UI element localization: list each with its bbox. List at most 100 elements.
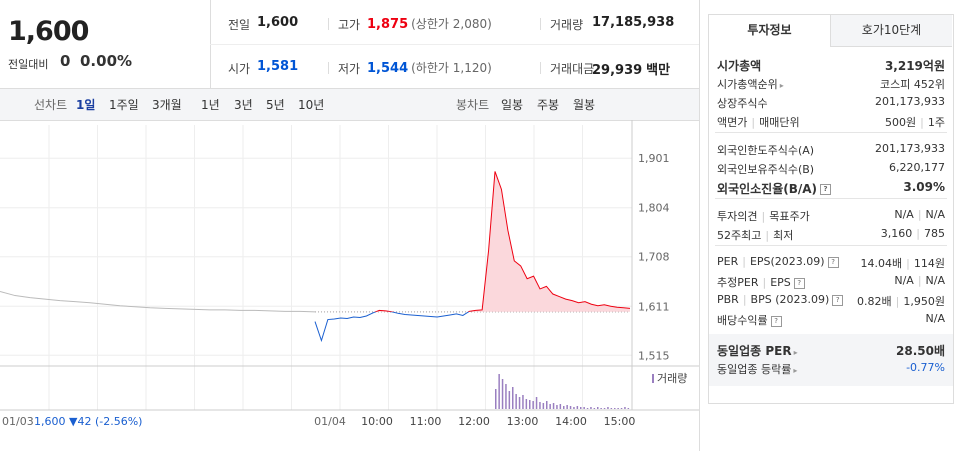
value: 28.50배	[896, 344, 945, 358]
value: 1,875	[367, 17, 409, 32]
value: 1주	[927, 116, 945, 129]
volume-bar	[597, 407, 599, 409]
period-tab[interactable]: 주봉	[537, 98, 560, 112]
summary-value: 1,544 (하한가 1,120)	[367, 59, 492, 76]
value: 201,173,933	[875, 142, 945, 155]
separator: |	[761, 210, 766, 223]
divider	[715, 245, 947, 246]
divider	[540, 18, 541, 30]
volume-bar	[522, 395, 524, 409]
row-value: 6,220,177	[889, 161, 945, 174]
label: 추정PER	[717, 276, 759, 289]
y-tick-label: 1,515	[638, 349, 670, 362]
help-icon: ?	[770, 315, 782, 327]
label: EPS	[770, 276, 791, 289]
divider	[210, 44, 699, 45]
volume-bar	[614, 408, 616, 409]
y-tick-label: 1,804	[638, 202, 670, 215]
volume-bar	[515, 394, 517, 409]
label: 매매단위	[759, 116, 800, 129]
period-tab[interactable]: 5년	[266, 98, 285, 112]
volume-bar	[563, 406, 565, 409]
period-tab[interactable]: 1년	[201, 98, 220, 112]
value: 3,160	[880, 227, 913, 240]
volume-bar	[607, 407, 609, 409]
y-tick-label: 1,611	[638, 300, 670, 313]
row-value: 28.50배	[896, 342, 945, 359]
summary-value: 1,581	[257, 59, 298, 74]
volume-bar	[580, 407, 582, 409]
price: 1,600	[8, 16, 89, 47]
y-tick-label: 1,708	[638, 251, 670, 264]
value: -0.77%	[906, 361, 945, 374]
help-icon: ?	[793, 277, 805, 289]
label: 상장주식수	[717, 97, 768, 110]
panel-tab[interactable]: 투자정보	[747, 23, 792, 37]
label: 목표주가	[769, 210, 810, 223]
x-label: 11:00	[410, 415, 442, 428]
label: EPS(2023.09)	[749, 255, 825, 268]
row-value: 14.04배 | 114원	[861, 255, 945, 271]
label: PBR	[717, 293, 739, 306]
label: 외국인한도주식수(A)	[717, 144, 815, 157]
summary-value: 29,939 백만	[592, 59, 670, 78]
y-tick-label: 1,901	[638, 152, 670, 165]
value: 17,185,938	[592, 15, 675, 30]
label: 외국인소진율(B/A)	[717, 182, 818, 196]
arrow-icon: ▸	[779, 81, 784, 90]
down-line	[314, 311, 470, 343]
period-tab[interactable]: 일봉	[501, 98, 524, 112]
value: 코스피 452위	[880, 78, 945, 91]
period-tab[interactable]: 3개월	[152, 98, 182, 112]
separator: |	[916, 227, 920, 240]
volume-bar	[569, 406, 572, 409]
volume-bar	[590, 407, 592, 409]
arrow-icon: ▸	[793, 348, 798, 357]
value: 1,600	[257, 15, 299, 30]
summary-label: 전일	[228, 18, 251, 32]
row-label: 외국인보유주식수(B)	[717, 161, 814, 177]
separator: |	[742, 293, 747, 306]
row-value: N/A | N/A	[894, 274, 945, 287]
value: N/A	[894, 274, 914, 287]
value: 14.04배	[860, 257, 903, 270]
label: 액면가	[717, 116, 748, 129]
volume-bar	[617, 408, 619, 409]
period-tab[interactable]: 1주일	[109, 98, 139, 112]
row-label: 시가총액	[717, 57, 761, 74]
period-tab[interactable]: 10년	[298, 98, 325, 112]
legend-swatch	[652, 374, 654, 383]
summary-label: 저가	[338, 62, 361, 76]
unit: 백만	[646, 63, 671, 78]
help-icon: ?	[832, 294, 844, 306]
value: 3.09%	[903, 180, 945, 194]
separator: |	[762, 276, 767, 289]
period-tab[interactable]: 월봉	[573, 98, 596, 112]
invest-panel: 투자정보 호가10단계 시가총액 3,219억원 시가총액순위 ▸ 코스피 452위 상장주식…	[708, 14, 954, 404]
up-line	[374, 171, 631, 312]
help-icon: ?	[827, 256, 839, 268]
value: 0.82배	[857, 295, 892, 308]
row-label: PBR | BPS (2023.09)?	[717, 293, 844, 306]
arrow-icon: ▸	[793, 366, 798, 375]
period-tab[interactable]: 3년	[234, 98, 253, 112]
separator: |	[920, 116, 924, 129]
x-label: 15:00	[604, 415, 636, 428]
panel-tab[interactable]: 호가10단계	[830, 15, 952, 47]
row-value: 3,160 | 785	[881, 227, 945, 240]
rate: 0.00%	[80, 52, 133, 70]
volume-bar	[552, 403, 555, 409]
period-tab[interactable]: 1일	[76, 98, 96, 112]
label: 동일업종 등락률	[717, 363, 792, 376]
x-label: 12:00	[458, 415, 490, 428]
volume-bar	[586, 408, 589, 409]
separator: |	[917, 274, 922, 287]
volume-bar	[525, 399, 528, 409]
volume-bar	[542, 403, 545, 409]
legend-label: 거래량	[657, 372, 687, 385]
separator: |	[895, 295, 900, 308]
row-label: 액면가 | 매매단위	[717, 114, 800, 130]
summary-label: 거래량	[550, 18, 584, 32]
volume-bar	[512, 387, 514, 409]
